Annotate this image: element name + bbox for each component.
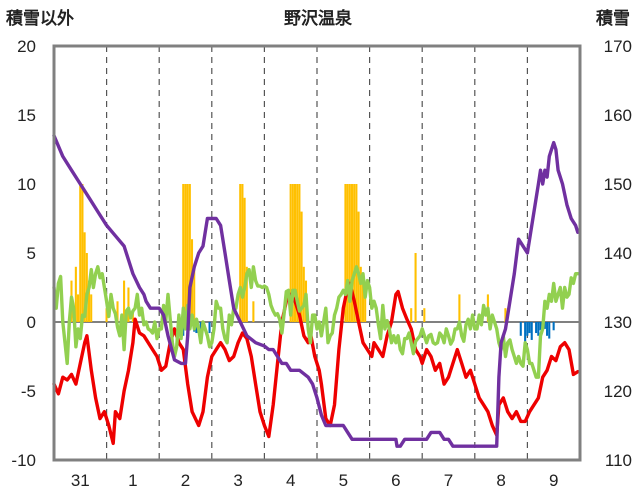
- precipitation-bar: [87, 280, 91, 322]
- y-left-tick-label: -10: [11, 451, 36, 470]
- precipitation-bar: [77, 294, 80, 322]
- y-right-tick-label: 110: [605, 451, 632, 470]
- precipitation-bar: [296, 184, 299, 322]
- precipitation-bar: [357, 211, 360, 322]
- precipitation-bar: [83, 232, 86, 322]
- x-tick-label: 7: [444, 471, 453, 490]
- x-tick-label: 4: [286, 471, 295, 490]
- snow_depth_change_negative-bar: [524, 322, 527, 343]
- precipitation-bar: [193, 266, 196, 322]
- snow_depth_change_negative-bar: [530, 322, 533, 340]
- precipitation-bar: [241, 184, 244, 322]
- y-right-title: 積雪: [596, 8, 630, 28]
- precipitation-bar: [359, 266, 362, 322]
- precipitation-bar: [184, 184, 187, 322]
- precipitation-bar: [123, 280, 126, 322]
- wind-line: [52, 265, 580, 379]
- x-tick-label: 3: [233, 471, 242, 490]
- precipitation-bar: [291, 184, 294, 322]
- x-tick-label: 31: [71, 471, 90, 490]
- snow_depth_change_negative-bar: [195, 322, 198, 334]
- precipitation-bar: [85, 253, 88, 322]
- snow_depth_change_negative-bar: [537, 322, 540, 336]
- temperature-line: [52, 281, 580, 446]
- y-right-tick-label: 130: [604, 313, 632, 332]
- precipitation-bar: [410, 308, 413, 322]
- precipitation-bar: [353, 184, 356, 322]
- precipitation-bar: [414, 253, 417, 322]
- precipitation-bar: [346, 184, 349, 322]
- x-tick-label: 2: [181, 471, 190, 490]
- snow_depth_change_negative-bar: [526, 322, 529, 336]
- precipitation-bar: [243, 197, 246, 322]
- frame-layer: [52, 44, 582, 462]
- x-tick-label: 1: [128, 471, 137, 490]
- y-right-tick-label: 120: [604, 382, 632, 401]
- precipitation-bar: [127, 287, 130, 322]
- precipitation-bar: [293, 184, 297, 322]
- precipitation-bar: [423, 308, 426, 322]
- y-right-tick-label: 150: [604, 175, 632, 194]
- snow_depth_change_negative-bar: [552, 322, 555, 331]
- precipitation-bar: [239, 184, 242, 322]
- precipitation-bar: [74, 266, 77, 322]
- snow_depth-line: [52, 134, 580, 448]
- precipitation-bar: [348, 184, 351, 322]
- x-tick-label: 5: [339, 471, 348, 490]
- precipitation-bar: [252, 301, 255, 322]
- precipitation-bar: [361, 280, 365, 322]
- y-right-tick-label: 160: [604, 106, 632, 125]
- snow_depth_change_negative-bar: [519, 322, 522, 336]
- y-left-tick-label: 5: [27, 244, 36, 263]
- lines-layer: [52, 134, 580, 448]
- precipitation-bar: [302, 266, 305, 322]
- snow_depth_change_negative-bar: [528, 322, 531, 334]
- snow_depth_change_negative-bar: [543, 322, 546, 329]
- precipitation-bar: [81, 184, 84, 322]
- snow_depth_change_negative-bar: [546, 322, 549, 336]
- precipitation-bar: [186, 184, 189, 322]
- y-right-tick-label: 140: [604, 244, 632, 263]
- y-left-tick-label: 0: [27, 313, 36, 332]
- y-left-tick-label: -5: [21, 382, 36, 401]
- x-tick-label: 6: [391, 471, 400, 490]
- x-tick-label: 8: [496, 471, 505, 490]
- tick-labels-layer: 20 15 10 5 0 -5 -10 170 160 150 140 130 120 110 31 1 2 3 4…: [11, 37, 632, 490]
- precipitation-bar: [116, 301, 119, 322]
- y-left-tick-label: 20: [17, 37, 36, 56]
- precipitation-bar: [182, 184, 185, 322]
- precipitation-bar: [245, 266, 248, 322]
- snow_depth_change_negative-bar: [208, 322, 211, 334]
- precipitation-bar: [355, 184, 358, 322]
- y-left-tick-label: 15: [17, 106, 36, 125]
- y-right-tick-label: 170: [604, 37, 632, 56]
- precipitation-bar: [458, 294, 461, 322]
- snow_depth_change_negative-bar: [535, 322, 538, 334]
- snow_depth_change_negative-bar: [539, 322, 542, 331]
- precipitation-bar: [298, 184, 301, 322]
- y-left-tick-label: 10: [17, 175, 36, 194]
- precipitation-bar: [504, 308, 507, 322]
- precipitation-bar: [350, 184, 354, 322]
- precipitation-bar: [289, 184, 292, 322]
- precipitation-bar: [105, 308, 108, 322]
- x-tick-label: 9: [549, 471, 558, 490]
- snow_depth_change_negative-bar: [548, 322, 551, 339]
- precipitation-bar: [79, 184, 82, 322]
- precipitation-bar: [188, 184, 191, 322]
- precipitation-bar: [344, 184, 347, 322]
- plot-frame: [52, 44, 582, 462]
- precipitation-bar: [364, 294, 367, 322]
- chart-title: 野沢温泉: [284, 8, 353, 28]
- y-left-title: 積雪以外: [6, 8, 74, 28]
- precipitation-bar: [300, 211, 303, 322]
- precipitation-bar: [90, 294, 93, 322]
